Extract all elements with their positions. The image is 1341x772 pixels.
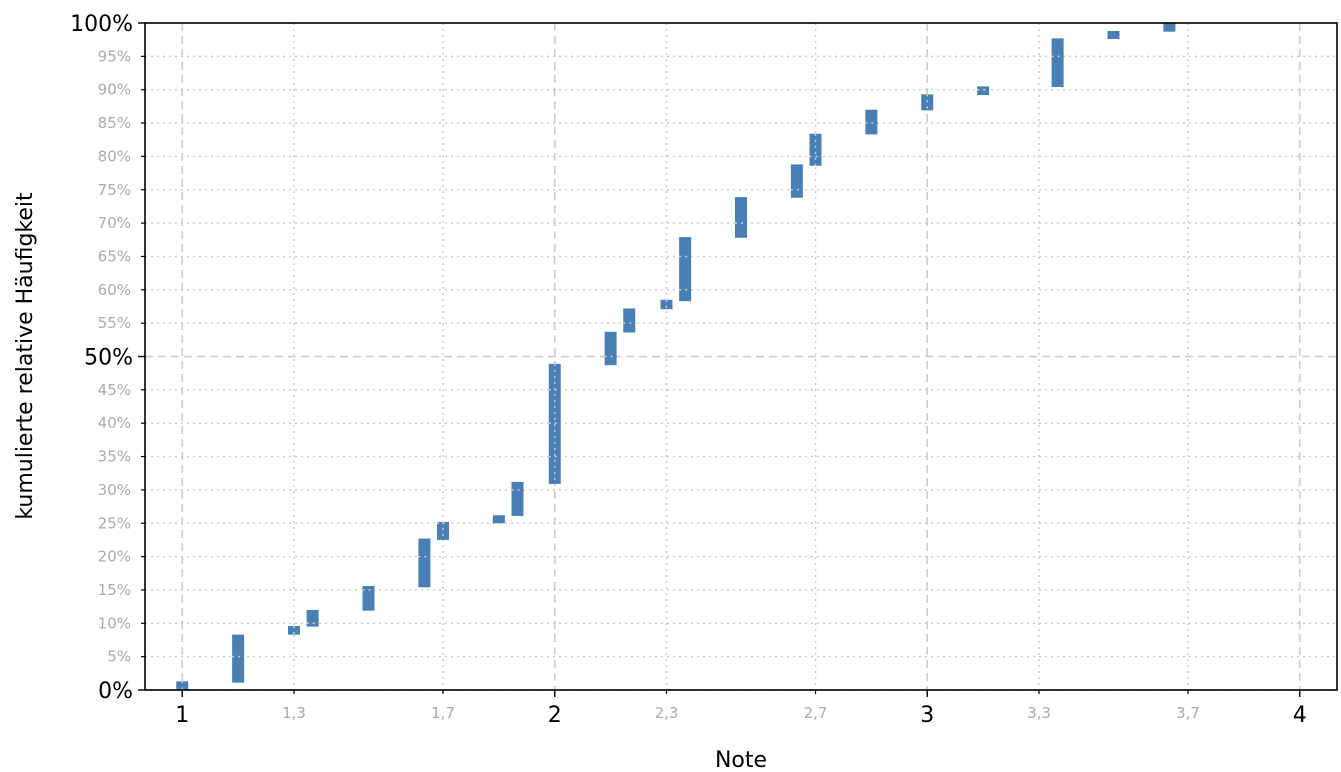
range-bar xyxy=(176,681,189,690)
x-tick-labels: 1 2 3 4 1,3 1,7 2,3 2,7 3,3 3,7 xyxy=(175,703,1307,728)
range-bar-rect xyxy=(735,197,747,238)
range-bar-rect xyxy=(418,538,431,588)
x-major-tick-label: 4 xyxy=(1293,703,1307,728)
range-bar xyxy=(679,237,692,302)
x-minor-tick-label: 2,7 xyxy=(804,704,828,722)
y-minor-tick-label: 40% xyxy=(98,414,131,432)
y-major-tick-label: 50% xyxy=(84,346,133,371)
x-axis-label: Note xyxy=(715,748,767,772)
y-minor-tick-label: 85% xyxy=(98,114,131,132)
range-bar-rect xyxy=(623,308,636,333)
range-bar-rect xyxy=(790,164,803,198)
range-bar xyxy=(232,634,245,683)
x-major-tick-label: 2 xyxy=(548,703,562,728)
x-major-tick-label: 1 xyxy=(175,703,189,728)
range-bar xyxy=(288,625,300,635)
x-major-tick-label: 3 xyxy=(920,703,934,728)
range-bar-rect xyxy=(679,237,692,302)
range-bar-rect xyxy=(232,634,245,683)
y-minor-tick-label: 95% xyxy=(98,47,131,65)
range-bar xyxy=(865,109,878,135)
y-minor-tick-label: 65% xyxy=(98,247,131,265)
range-bar xyxy=(306,609,319,627)
range-bar xyxy=(921,94,934,111)
y-major-tick-label: 0% xyxy=(98,679,133,704)
x-minor-tick-label: 2,3 xyxy=(655,704,679,722)
y-tick-labels: 0% 50% 100% 5% 10% 15% 20% 25% 30% 35% 40% 45% 55% 60… xyxy=(70,12,133,704)
range-bar-rect xyxy=(604,331,617,366)
y-minor-tick-label: 80% xyxy=(98,147,131,165)
y-axis-label: kumulierte relative Häufigkeit xyxy=(13,192,38,520)
x-minor-tick-label: 1,7 xyxy=(431,704,455,722)
range-bar xyxy=(809,133,822,166)
range-bar xyxy=(660,299,673,310)
range-bar xyxy=(1051,38,1064,88)
range-bar xyxy=(362,585,375,611)
range-bar xyxy=(548,363,561,484)
y-minor-tick-label: 20% xyxy=(98,548,131,566)
range-bar-rect xyxy=(1051,38,1064,88)
range-bar-rect xyxy=(362,585,375,611)
y-minor-tick-label: 10% xyxy=(98,614,131,632)
range-bar-rect xyxy=(977,86,990,96)
y-major-tick-label: 100% xyxy=(70,12,133,37)
range-bar xyxy=(492,515,505,524)
x-minor-tick-label: 3,7 xyxy=(1176,704,1200,722)
range-bar-rect xyxy=(306,609,319,627)
range-bar xyxy=(604,331,617,366)
x-minor-tick-label: 1,3 xyxy=(282,704,306,722)
y-minor-tick-label: 5% xyxy=(107,648,131,666)
range-bar xyxy=(437,521,449,540)
y-minor-tick-label: 90% xyxy=(98,81,131,99)
range-bar-rect xyxy=(1107,31,1120,40)
range-bar-rect xyxy=(492,515,505,524)
y-minor-tick-label: 70% xyxy=(98,214,131,232)
range-bar-rect xyxy=(288,625,300,635)
range-bar-rect xyxy=(511,481,524,516)
y-minor-tick-label: 75% xyxy=(98,181,131,199)
range-bar xyxy=(735,197,747,238)
y-minor-tick-label: 55% xyxy=(98,314,131,332)
range-bar-rect xyxy=(437,521,449,540)
tick-marks xyxy=(138,22,1301,697)
bars xyxy=(176,23,1176,690)
range-bar xyxy=(511,481,524,516)
range-bar-rect xyxy=(660,299,673,310)
range-bar-rect xyxy=(865,109,878,135)
range-bar xyxy=(418,538,431,588)
range-bar xyxy=(1163,23,1176,32)
y-minor-tick-label: 30% xyxy=(98,481,131,499)
x-minor-tick-label: 3,3 xyxy=(1027,704,1051,722)
y-minor-tick-label: 15% xyxy=(98,581,131,599)
range-bar-rect xyxy=(176,681,189,690)
range-bar xyxy=(977,86,990,96)
range-bar-rect xyxy=(1163,23,1176,32)
range-bar xyxy=(1107,31,1120,40)
range-bar xyxy=(790,164,803,198)
y-minor-tick-label: 35% xyxy=(98,448,131,466)
y-minor-tick-label: 45% xyxy=(98,381,131,399)
y-minor-tick-label: 60% xyxy=(98,281,131,299)
range-bar-rect xyxy=(809,133,822,166)
range-bar-rect xyxy=(921,94,934,111)
y-minor-tick-label: 25% xyxy=(98,514,131,532)
range-bar xyxy=(623,308,636,333)
